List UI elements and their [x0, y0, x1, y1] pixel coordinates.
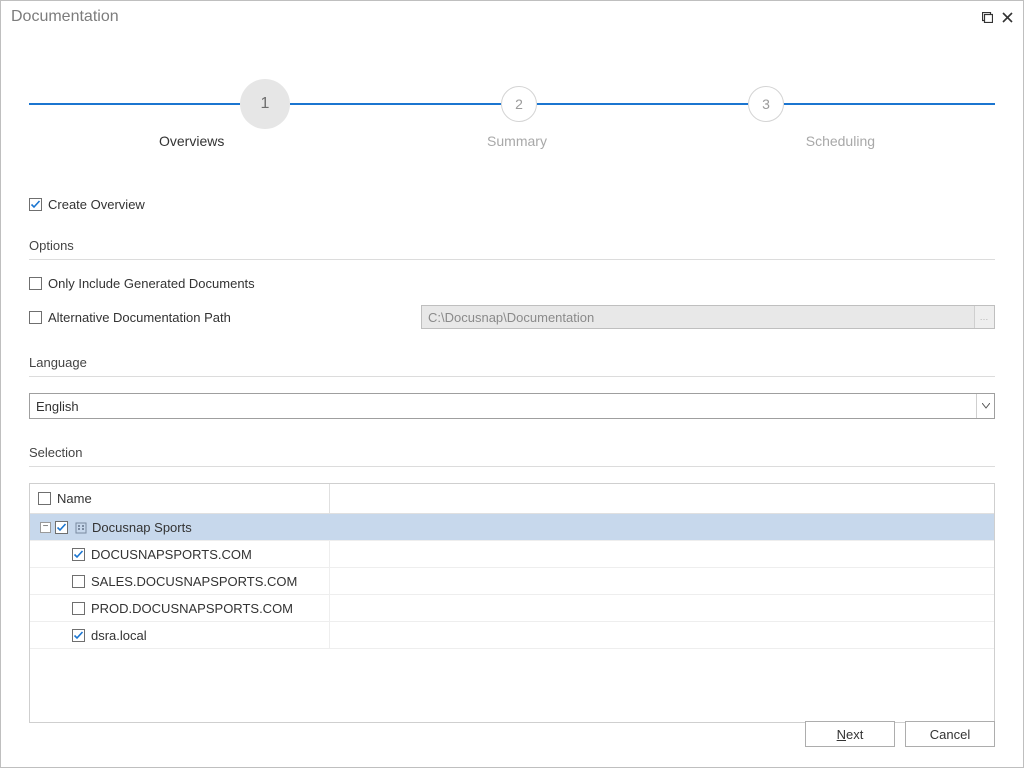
tree-row-checkbox[interactable]: [72, 575, 85, 588]
step-3-label: Scheduling: [636, 133, 995, 149]
language-select[interactable]: English: [29, 393, 995, 419]
options-header: Options: [29, 238, 995, 260]
cancel-button[interactable]: Cancel: [905, 721, 995, 747]
alt-path-checkbox[interactable]: [29, 311, 42, 324]
next-button[interactable]: Next: [805, 721, 895, 747]
create-overview-checkbox[interactable]: [29, 198, 42, 211]
browse-button[interactable]: …: [974, 306, 994, 328]
chevron-down-icon: [976, 394, 994, 418]
tree-row-label: PROD.DOCUSNAPSPORTS.COM: [91, 601, 293, 616]
tree-row[interactable]: dsra.local: [30, 622, 994, 649]
tree-row-label: DOCUSNAPSPORTS.COM: [91, 547, 252, 562]
tree-row[interactable]: PROD.DOCUSNAPSPORTS.COM: [30, 595, 994, 622]
tree-row-label: Docusnap Sports: [92, 520, 192, 535]
selection-header: Selection: [29, 445, 995, 467]
only-include-label: Only Include Generated Documents: [48, 276, 255, 291]
alt-path-label: Alternative Documentation Path: [48, 310, 231, 325]
close-icon[interactable]: [999, 9, 1015, 25]
title-bar: Documentation: [1, 1, 1023, 29]
create-overview-label: Create Overview: [48, 197, 145, 212]
tree-row[interactable]: DOCUSNAPSPORTS.COM: [30, 541, 994, 568]
language-value: English: [36, 399, 79, 414]
tree-row-checkbox[interactable]: [55, 521, 68, 534]
language-header: Language: [29, 355, 995, 377]
tree-row[interactable]: SALES.DOCUSNAPSPORTS.COM: [30, 568, 994, 595]
selection-tree: Name − Docusnap Sports DOCUSNAPSPORTS.COM S…: [29, 483, 995, 723]
building-icon: [74, 520, 88, 534]
step-2[interactable]: 2: [501, 86, 537, 122]
window-title: Documentation: [11, 8, 119, 26]
maximize-icon[interactable]: [979, 9, 995, 25]
alt-path-value: C:\Docusnap\Documentation: [428, 310, 594, 325]
tree-row-checkbox[interactable]: [72, 629, 85, 642]
alt-path-input[interactable]: C:\Docusnap\Documentation …: [421, 305, 995, 329]
step-3[interactable]: 3: [748, 86, 784, 122]
stepper: 1 2 3 Overviews Summary Scheduling: [29, 55, 995, 145]
tree-expander-icon[interactable]: −: [40, 522, 51, 533]
tree-header-label: Name: [57, 491, 92, 506]
tree-row-checkbox[interactable]: [72, 548, 85, 561]
step-2-label: Summary: [398, 133, 637, 149]
tree-row-label: dsra.local: [91, 628, 147, 643]
only-include-checkbox[interactable]: [29, 277, 42, 290]
tree-header-checkbox[interactable]: [38, 492, 51, 505]
step-1-label: Overviews: [29, 133, 398, 149]
tree-row-checkbox[interactable]: [72, 602, 85, 615]
tree-row-label: SALES.DOCUSNAPSPORTS.COM: [91, 574, 297, 589]
tree-row[interactable]: − Docusnap Sports: [30, 514, 994, 541]
step-1[interactable]: 1: [240, 79, 290, 129]
